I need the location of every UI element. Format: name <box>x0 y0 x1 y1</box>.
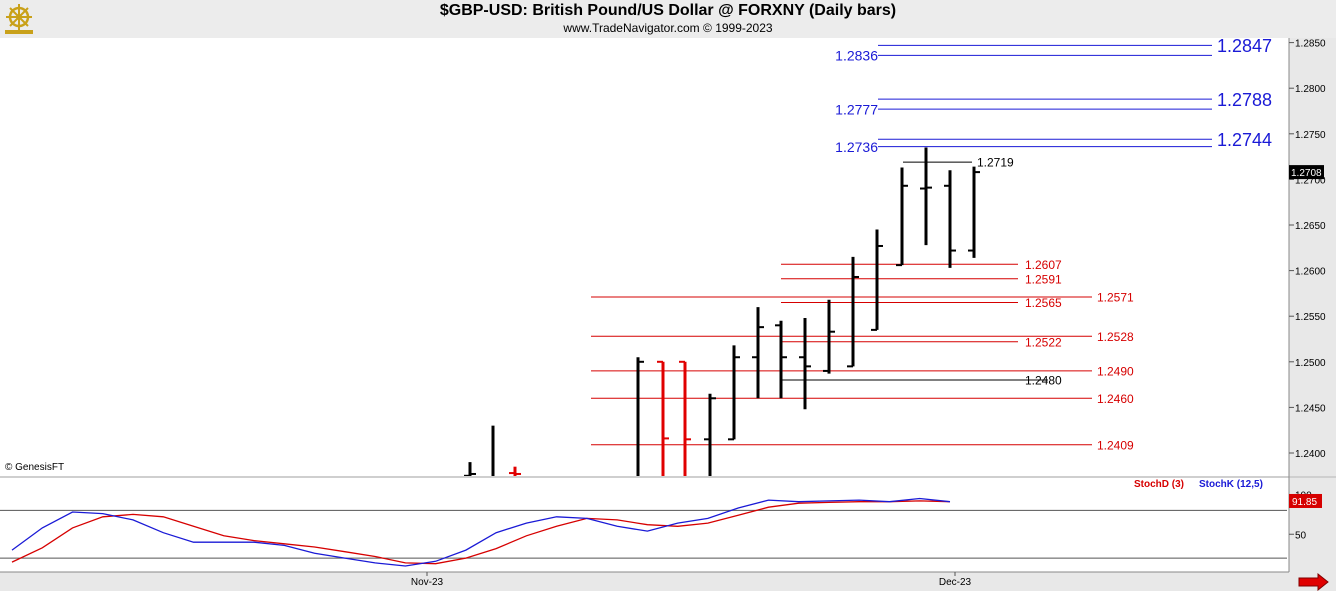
y-axis-strip <box>1289 38 1336 572</box>
price-y-tick-label: 1.2550 <box>1295 312 1326 323</box>
red-arrow-right-icon[interactable] <box>1298 572 1329 591</box>
stochK-line <box>11 497 951 567</box>
level-label-1.2744: 1.2744 <box>1217 130 1272 150</box>
axes: 1.2400 1.2450 1.2500 1.2550 1.2600 1.2650 1.27… <box>0 38 1336 591</box>
level-label-1.2565: 1.2565 <box>1025 296 1062 310</box>
price-y-tick-label: 1.2800 <box>1295 84 1326 95</box>
level-label-1.2836: 1.2836 <box>835 48 878 64</box>
price-panel: 1.2847 1.2836 1.2788 1.2777 1.2744 1.2736 1.27… <box>0 36 1287 477</box>
x-axis-strip <box>0 572 1336 591</box>
x-tick-label: Nov-23 <box>411 577 444 588</box>
level-label-1.2607: 1.2607 <box>1025 258 1062 272</box>
stoch-current-label: 91.85 <box>1292 497 1317 508</box>
level-label-1.2591: 1.2591 <box>1025 272 1062 286</box>
stoch-plot-area <box>0 478 1287 572</box>
price-y-tick-label: 1.2400 <box>1295 449 1326 460</box>
level-label-1.2788: 1.2788 <box>1217 90 1272 110</box>
stochD-line <box>11 500 951 565</box>
ship-wheel-logo-icon <box>5 4 33 34</box>
current-price-label: 1.2708 <box>1291 168 1322 179</box>
level-label-1.2847: 1.2847 <box>1217 36 1272 56</box>
level-label-1.2719: 1.2719 <box>977 156 1014 170</box>
level-label-1.2571: 1.2571 <box>1097 291 1134 305</box>
level-label-1.2522: 1.2522 <box>1025 335 1062 349</box>
price-plot-area <box>0 38 1287 476</box>
panel-separator <box>0 476 1336 478</box>
level-label-1.2777: 1.2777 <box>835 101 878 117</box>
stochD-legend: StochD (3) <box>1134 479 1184 490</box>
level-label-1.2409: 1.2409 <box>1097 438 1134 452</box>
x-tick-label: Dec-23 <box>939 577 972 588</box>
stoch-current-tag <box>1289 493 1322 508</box>
level-label-1.2460: 1.2460 <box>1097 392 1134 406</box>
price-y-tick-label: 1.2600 <box>1295 267 1326 278</box>
title-bar: $GBP-USD: British Pound/US Dollar @ FORX… <box>0 0 1336 38</box>
price-y-tick-label: 1.2500 <box>1295 358 1326 369</box>
level-label-1.2736: 1.2736 <box>835 139 878 155</box>
price-y-tick-label: 1.2750 <box>1295 130 1326 141</box>
level-label-1.2528: 1.2528 <box>1097 330 1134 344</box>
current-price-tag <box>1289 165 1324 180</box>
price-y-tick-label: 1.2850 <box>1295 39 1326 50</box>
level-label-1.2490: 1.2490 <box>1097 364 1134 378</box>
level-label-1.2480: 1.2480 <box>1025 374 1062 388</box>
stoch-y-tick-label: 50 <box>1295 530 1307 541</box>
price-y-tick-label: 1.2450 <box>1295 403 1326 414</box>
chart-title: $GBP-USD: British Pound/US Dollar @ FORX… <box>439 2 897 19</box>
stochastic-panel: StochD (3) StochK (12,5) <box>0 478 1287 572</box>
price-y-tick-label: 1.2650 <box>1295 221 1326 232</box>
price-y-tick-label: 1.2700 <box>1295 175 1326 186</box>
chart-subtitle: www.TradeNavigator.com © 1999-2023 <box>563 21 773 35</box>
copyright-label: © GenesisFT <box>5 462 65 473</box>
stochK-legend: StochK (12,5) <box>1199 479 1263 490</box>
